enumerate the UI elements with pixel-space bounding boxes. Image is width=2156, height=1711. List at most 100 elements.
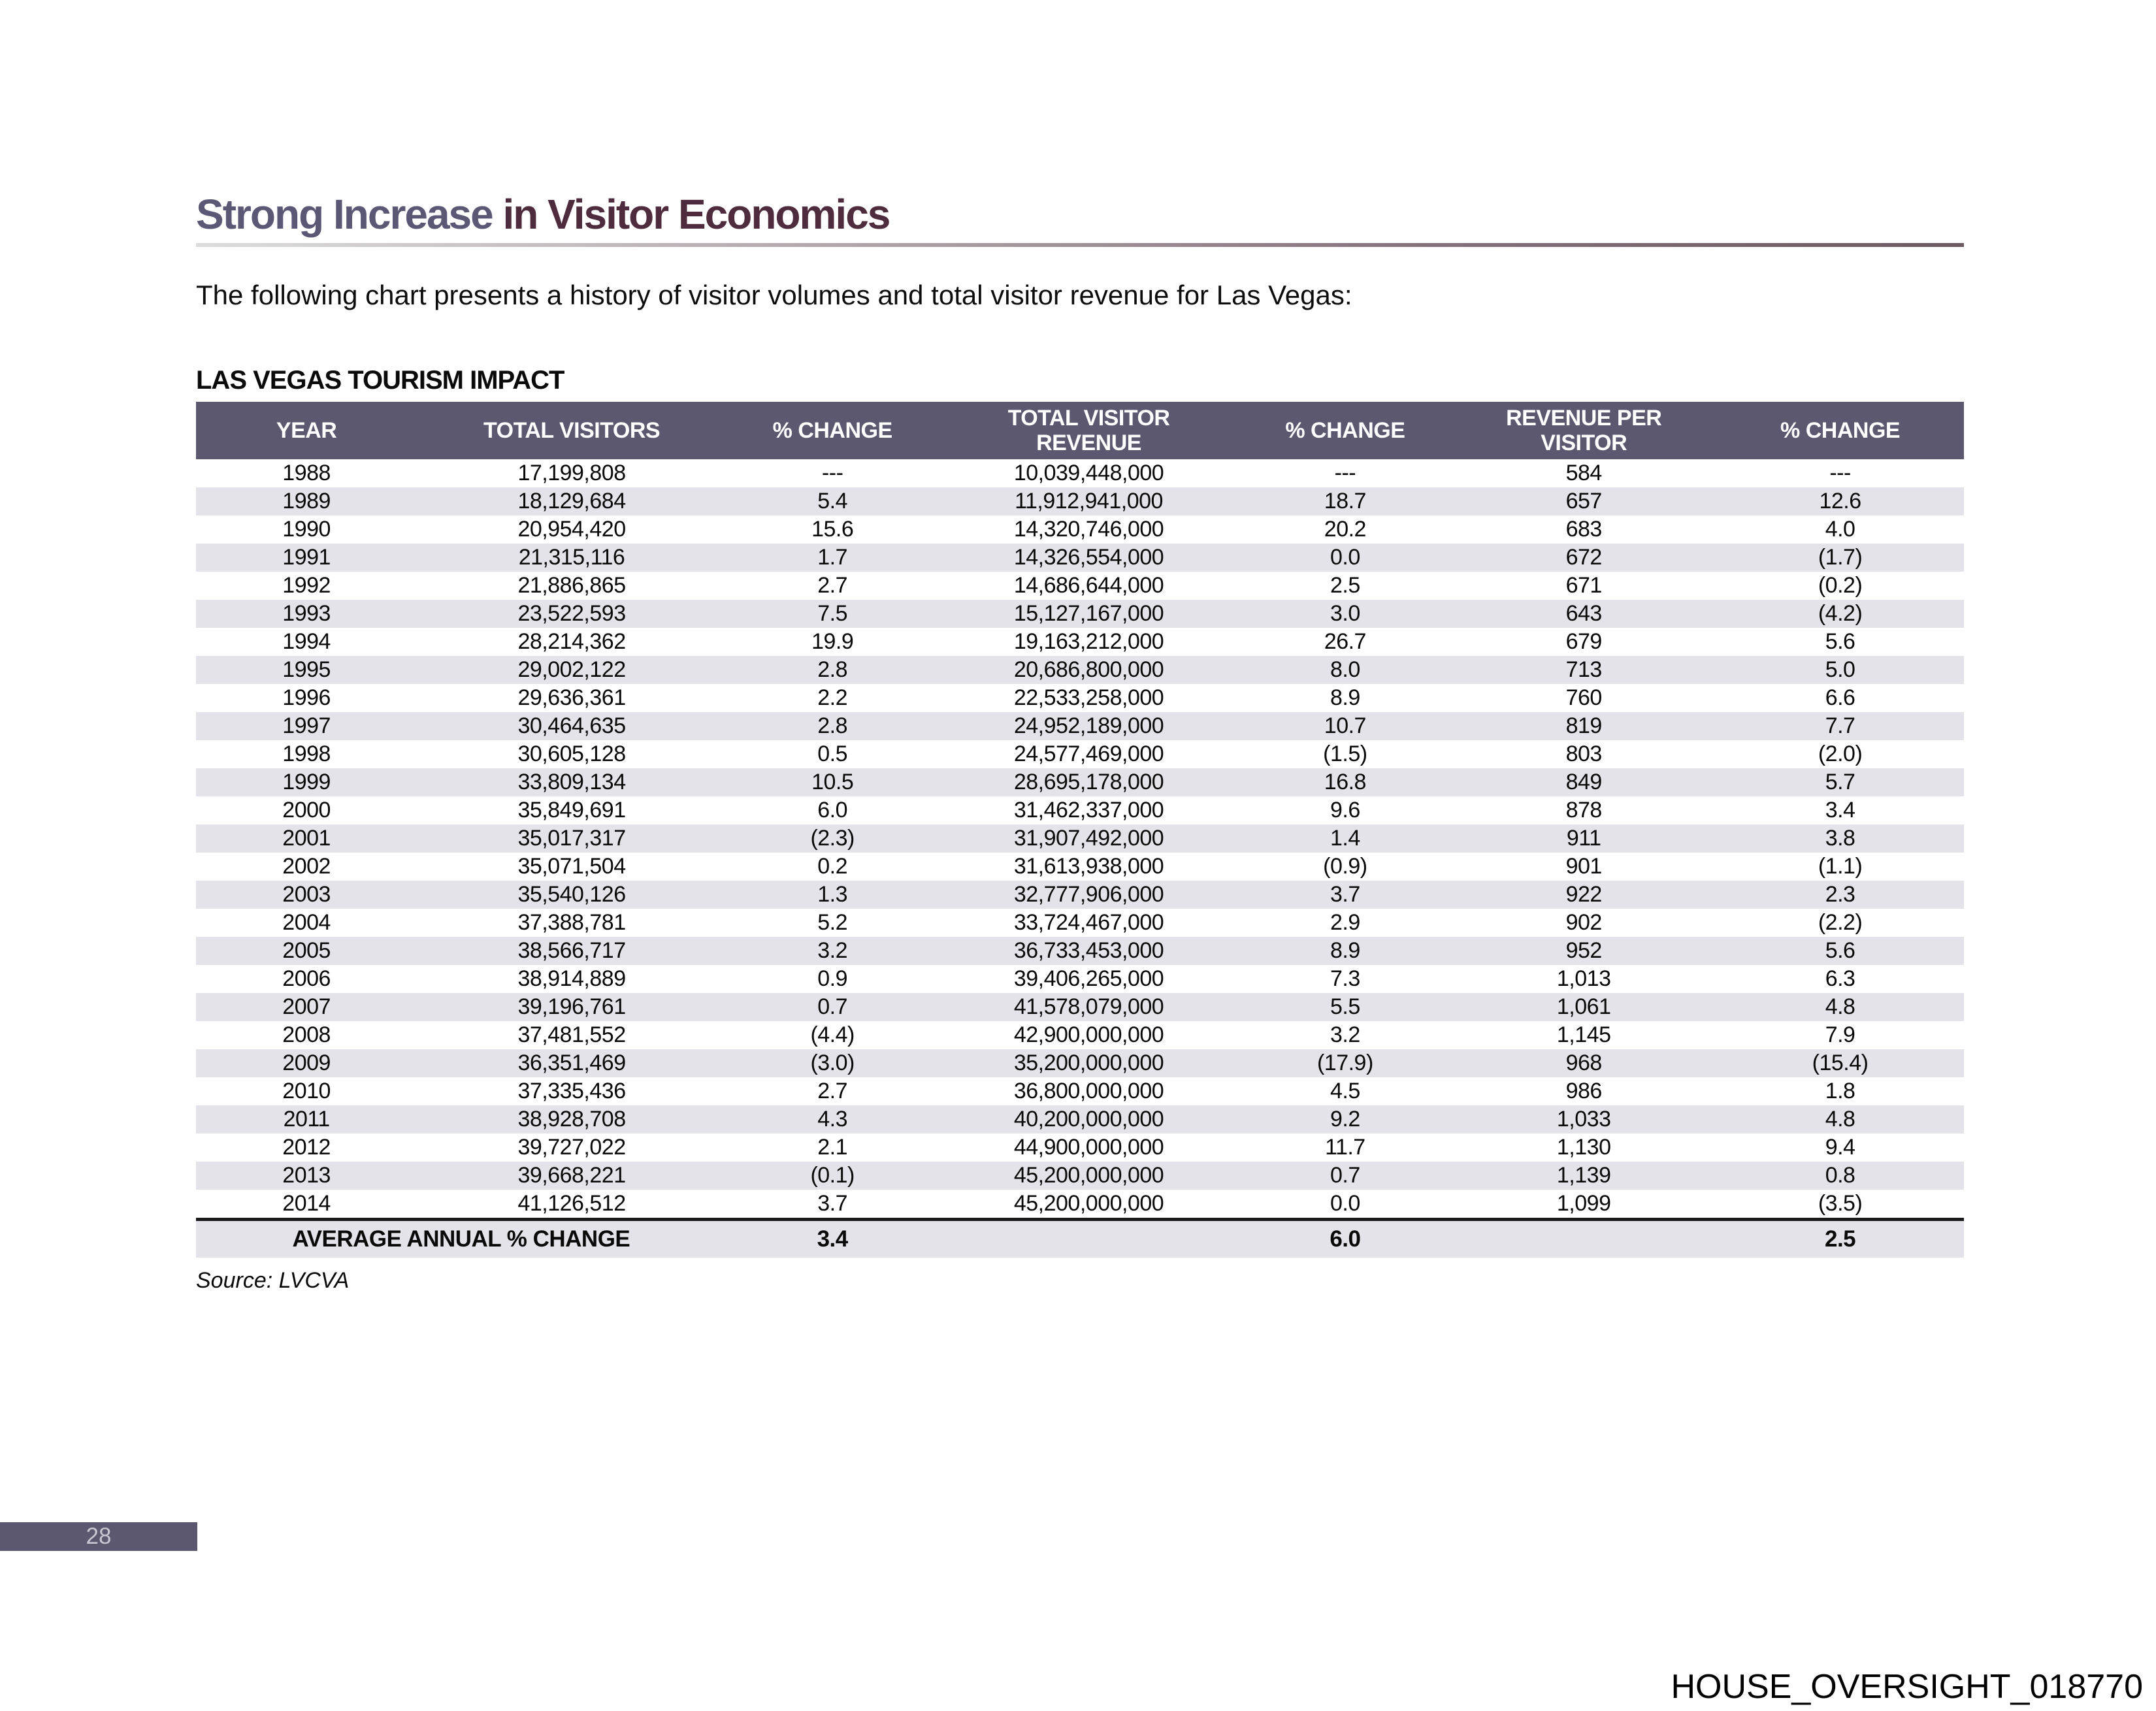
table-cell: 36,800,000,000 <box>1013 1079 1164 1103</box>
table-cell: 922 <box>1565 882 1603 907</box>
table-cell: (1.1) <box>1818 854 1863 879</box>
page-title-part2: in Visitor Economics <box>492 191 891 238</box>
table-cell: 4.5 <box>1330 1079 1360 1103</box>
table-cell: 713 <box>1565 657 1603 682</box>
table-cell: 31,907,492,000 <box>1013 826 1164 851</box>
table-cell: 31,613,938,000 <box>1013 854 1164 879</box>
table-cell: 5.4 <box>817 489 848 513</box>
table-cell: 4.8 <box>1825 994 1855 1019</box>
table-cell: 12.6 <box>1819 489 1861 513</box>
table-cell: 2.5 <box>1330 573 1360 598</box>
table-cell: 0.0 <box>1330 1191 1360 1216</box>
table-cell: 0.9 <box>817 966 848 991</box>
table-cell: 1,013 <box>1556 966 1611 991</box>
table-cell: 9.6 <box>1330 798 1360 823</box>
table-cell: 28,695,178,000 <box>1013 770 1164 794</box>
table-cell: 849 <box>1565 770 1603 794</box>
table-cell: 38,928,708 <box>517 1107 626 1132</box>
table-cell: 952 <box>1565 938 1603 963</box>
table-cell: 986 <box>1565 1079 1603 1103</box>
table-cell: 21,886,865 <box>517 573 626 598</box>
table-cell: 14,686,644,000 <box>1013 573 1164 598</box>
table-cell: 1,061 <box>1556 994 1611 1019</box>
table-cell: 37,335,436 <box>517 1079 626 1103</box>
table-cell: --- <box>1829 461 1851 485</box>
table-cell: 1.4 <box>1330 826 1360 851</box>
table-cell: 37,388,781 <box>517 910 626 935</box>
table-row: 2010 37,335,436 2.7 36,800,000,000 4.5 986 1.8 <box>196 1077 1964 1105</box>
table-cell: 14,320,746,000 <box>1013 517 1164 542</box>
table-row: 2000 35,849,691 6.0 31,462,337,000 9.6 878 3.4 <box>196 796 1964 824</box>
table-cell: 3.7 <box>1330 882 1360 907</box>
table-cell: 2001 <box>282 826 331 851</box>
table-cell: 657 <box>1565 489 1603 513</box>
table-row: 2008 37,481,552 (4.4) 42,900,000,000 3.2 1,14… <box>196 1021 1964 1049</box>
table-cell: 2006 <box>282 966 331 991</box>
table-cell: 39,196,761 <box>517 994 626 1019</box>
table-column-header: % CHANGE <box>726 402 939 459</box>
table-cell: 44,900,000,000 <box>1013 1135 1164 1160</box>
table-cell: 2000 <box>282 798 331 823</box>
table-header: YEAR TOTAL VISITORS% CHANGE TOTAL VISITOR … <box>196 402 1964 459</box>
table-cell: 11,912,941,000 <box>1015 489 1163 513</box>
table-row: 2002 35,071,504 0.2 31,613,938,000 (0.9) 901 (… <box>196 853 1964 881</box>
table-cell: 1995 <box>282 657 331 682</box>
table-cell: 35,071,504 <box>517 854 626 879</box>
table-cell: 39,668,221 <box>517 1163 626 1188</box>
page-number-badge: 28 <box>0 1522 197 1551</box>
page-content: Strong Increase in Visitor Economics The… <box>196 193 1964 1294</box>
table-cell: 7.3 <box>1330 966 1360 991</box>
table-cell: 5.7 <box>1825 770 1855 794</box>
table-column-header: TOTAL VISITOR REVENUE <box>938 402 1239 459</box>
table-cell: 2.3 <box>1825 882 1855 907</box>
table-cell: 911 <box>1566 826 1601 851</box>
table-cell: 45,200,000,000 <box>1013 1163 1164 1188</box>
table-cell: (2.0) <box>1818 741 1863 766</box>
table-cell: 902 <box>1565 910 1603 935</box>
table-row: 1990 20,954,420 15.6 14,320,746,000 20.2 683 4… <box>196 515 1964 544</box>
average-row-value: 2.5 <box>1716 1218 1964 1258</box>
table-body: 1988 17,199,808 --- 10,039,448,000 --- 584 ---… <box>196 459 1964 1258</box>
table-cell: 2009 <box>282 1051 331 1075</box>
table-cell: 11.7 <box>1325 1135 1365 1160</box>
table-cell: 4.0 <box>1825 517 1855 542</box>
tourism-impact-table: YEAR TOTAL VISITORS% CHANGE TOTAL VISITOR … <box>196 402 1964 1258</box>
table-cell: 672 <box>1565 545 1603 570</box>
table-cell: 1,145 <box>1556 1022 1611 1047</box>
table-cell: 15,127,167,000 <box>1013 601 1164 626</box>
table-cell: 16.8 <box>1324 770 1367 794</box>
table-cell: 6.6 <box>1825 685 1855 710</box>
table-cell: --- <box>821 461 843 485</box>
table-cell: 2.7 <box>817 573 848 598</box>
table-cell: 31,462,337,000 <box>1013 798 1164 823</box>
table-cell: 9.2 <box>1330 1107 1360 1132</box>
table-cell: 6.0 <box>817 798 848 823</box>
table-cell: 5.2 <box>817 910 848 935</box>
table-row: 2013 39,668,221 (0.1) 45,200,000,000 0.7 1,13… <box>196 1162 1964 1190</box>
table-cell: (1.5) <box>1323 741 1367 766</box>
table-cell: 2014 <box>282 1191 331 1216</box>
table-cell: 10.5 <box>811 770 854 794</box>
table-cell: 30,464,635 <box>517 713 626 738</box>
table-cell: 8.0 <box>1330 657 1360 682</box>
table-row: 2005 38,566,717 3.2 36,733,453,000 8.9 952 5.6 <box>196 937 1964 965</box>
table-row: 1998 30,605,128 0.5 24,577,469,000 (1.5) 803 (… <box>196 740 1964 768</box>
table-cell: 42,900,000,000 <box>1013 1022 1164 1047</box>
table-row: 1995 29,002,122 2.8 20,686,800,000 8.0 713 5.0 <box>196 656 1964 684</box>
table-cell: 901 <box>1565 854 1603 879</box>
table-cell: 2003 <box>282 882 331 907</box>
table-cell: 30,605,128 <box>517 741 626 766</box>
page-number: 28 <box>86 1524 112 1549</box>
table-cell: 803 <box>1565 741 1603 766</box>
table-row: 1988 17,199,808 --- 10,039,448,000 --- 584 --- <box>196 459 1964 487</box>
table-cell: 6.3 <box>1825 966 1855 991</box>
table-cell: 8.9 <box>1330 938 1360 963</box>
table-cell: 1997 <box>282 713 331 738</box>
table-cell: 5.5 <box>1330 994 1360 1019</box>
table-cell: 22,533,258,000 <box>1013 685 1164 710</box>
table-cell: (17.9) <box>1316 1051 1373 1075</box>
table-row: 2011 38,928,708 4.3 40,200,000,000 9.2 1,033 4… <box>196 1105 1964 1133</box>
table-row: 2006 38,914,889 0.9 39,406,265,000 7.3 1,013 6… <box>196 965 1964 993</box>
table-header-row: YEAR TOTAL VISITORS% CHANGE TOTAL VISITOR … <box>196 402 1964 459</box>
table-cell: 968 <box>1565 1051 1603 1075</box>
